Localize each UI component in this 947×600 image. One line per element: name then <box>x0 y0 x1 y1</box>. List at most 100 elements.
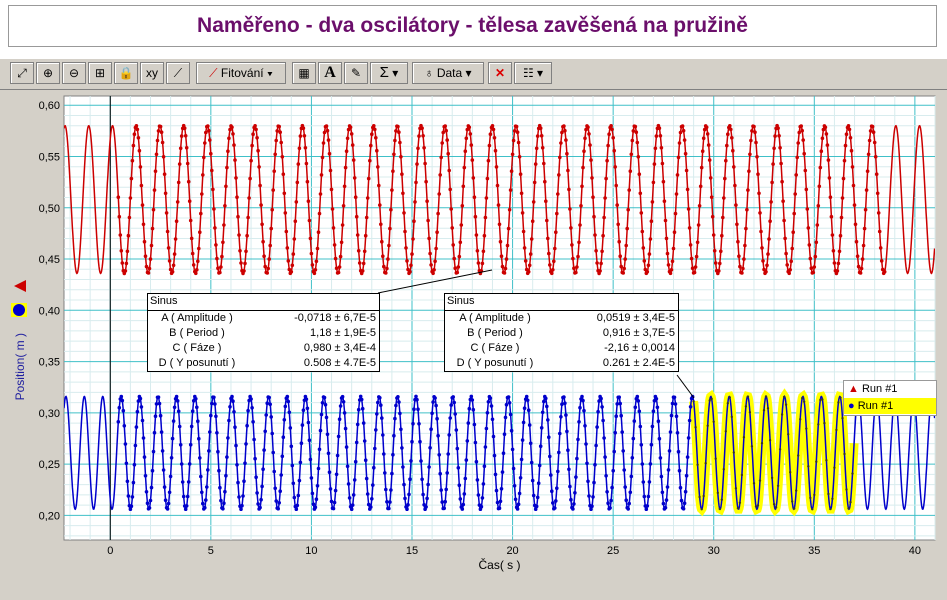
text-button[interactable]: A <box>318 62 342 84</box>
data-point <box>471 176 476 180</box>
data-point <box>868 129 873 133</box>
data-point <box>826 158 831 162</box>
delete-button[interactable]: ✕ <box>488 62 512 84</box>
data-point <box>708 399 711 402</box>
data-point <box>140 203 145 207</box>
data-point <box>426 218 430 223</box>
data-point <box>317 447 322 452</box>
zoom-out-button[interactable]: ⊖ <box>62 62 86 84</box>
zoom-box-icon: ⊞ <box>94 66 106 80</box>
data-point <box>865 169 870 173</box>
data-point <box>433 259 437 264</box>
data-point <box>502 432 507 437</box>
data-point <box>129 504 134 509</box>
data-point <box>714 457 717 460</box>
data-point <box>511 466 516 471</box>
data-point <box>780 179 784 184</box>
data-point <box>256 148 260 153</box>
data-point <box>258 183 262 188</box>
data-point <box>638 191 643 196</box>
zoom-box-button[interactable]: ⊞ <box>88 62 112 84</box>
fit-dropdown-button[interactable]: ⟋ Fitování ▾ <box>196 62 286 84</box>
graph-panel: 0 5 10 15 20 25 30 35 40 0,20 0,25 0,30 0,35 0,40 0,45… <box>0 90 947 600</box>
data-point <box>201 173 205 177</box>
data-point <box>126 233 131 238</box>
data-point <box>835 269 840 273</box>
data-point <box>624 498 628 503</box>
data-point <box>324 124 329 128</box>
data-point <box>370 497 374 501</box>
lock-button[interactable]: 🔒 <box>114 62 138 84</box>
data-point <box>578 405 582 410</box>
data-point <box>350 143 355 147</box>
data-point <box>615 203 619 207</box>
data-point <box>274 499 279 503</box>
data-point <box>389 488 393 492</box>
fit-box-blue[interactable]: Sinus A ( Amplitude ) 0,0519 ± 3,4E-5 B ( P… <box>444 293 679 372</box>
data-point <box>740 473 744 477</box>
data-point <box>849 500 852 504</box>
data-point <box>223 489 227 494</box>
data-point <box>754 505 758 508</box>
data-point <box>811 270 816 275</box>
data-point <box>666 263 671 267</box>
data-dropdown-button[interactable]: ♁ Data ▾ <box>412 62 484 84</box>
statistics-button[interactable]: Σ ▾ <box>370 62 408 84</box>
data-point <box>610 127 614 132</box>
draw-prediction-button[interactable]: ✎ <box>344 62 368 84</box>
data-point <box>631 436 636 441</box>
data-point <box>648 237 653 241</box>
data-point <box>586 125 590 130</box>
data-point <box>361 261 366 266</box>
data-point <box>483 445 488 449</box>
data-point <box>244 249 248 254</box>
zoom-in-button[interactable]: ⊕ <box>36 62 60 84</box>
data-point <box>338 404 343 408</box>
tangent-button[interactable]: ⟋ <box>166 62 190 84</box>
data-point <box>574 270 578 275</box>
data-point <box>203 505 207 510</box>
data-point <box>490 124 495 128</box>
data-point <box>170 436 175 441</box>
red-triangle-marker-icon <box>14 280 26 292</box>
data-point <box>704 462 707 465</box>
data-point <box>685 187 690 192</box>
data-point <box>589 158 593 162</box>
data-point <box>300 423 305 427</box>
data-point <box>756 504 760 507</box>
data-point <box>190 251 195 256</box>
data-point <box>183 507 188 512</box>
data-point <box>253 456 257 461</box>
data-point <box>867 138 872 143</box>
data-point <box>140 418 145 423</box>
data-point <box>692 400 695 403</box>
data-point <box>128 507 133 512</box>
data-point <box>407 492 411 497</box>
data-point <box>396 124 400 129</box>
data-point <box>787 271 791 276</box>
data-point <box>261 239 265 244</box>
calculator-button[interactable]: ▦ <box>292 62 316 84</box>
data-point <box>316 230 321 234</box>
graph-options-button[interactable]: ☷ ▾ <box>514 62 552 84</box>
fit-param-name: A ( Amplitude ) <box>161 312 233 324</box>
examine-button[interactable]: xy <box>140 62 164 84</box>
data-point <box>219 265 223 269</box>
data-point <box>502 271 507 275</box>
fit-box-red[interactable]: Sinus A ( Amplitude ) -0,0718 ± 6,7E-5 B ( … <box>147 293 380 372</box>
x-tick-label: 0 <box>107 545 113 557</box>
data-point <box>431 271 435 276</box>
data-point <box>530 478 535 483</box>
data-point <box>253 124 257 128</box>
data-point <box>412 219 416 223</box>
data-point <box>735 222 739 227</box>
data-point <box>828 195 833 199</box>
data-point <box>821 398 824 401</box>
autoscale-button[interactable]: ⤢ <box>10 62 34 84</box>
data-label: Data <box>436 66 463 80</box>
data-point <box>195 268 199 272</box>
data-point <box>843 143 848 148</box>
data-point <box>550 271 554 276</box>
data-point <box>319 412 324 417</box>
data-point <box>802 151 806 156</box>
